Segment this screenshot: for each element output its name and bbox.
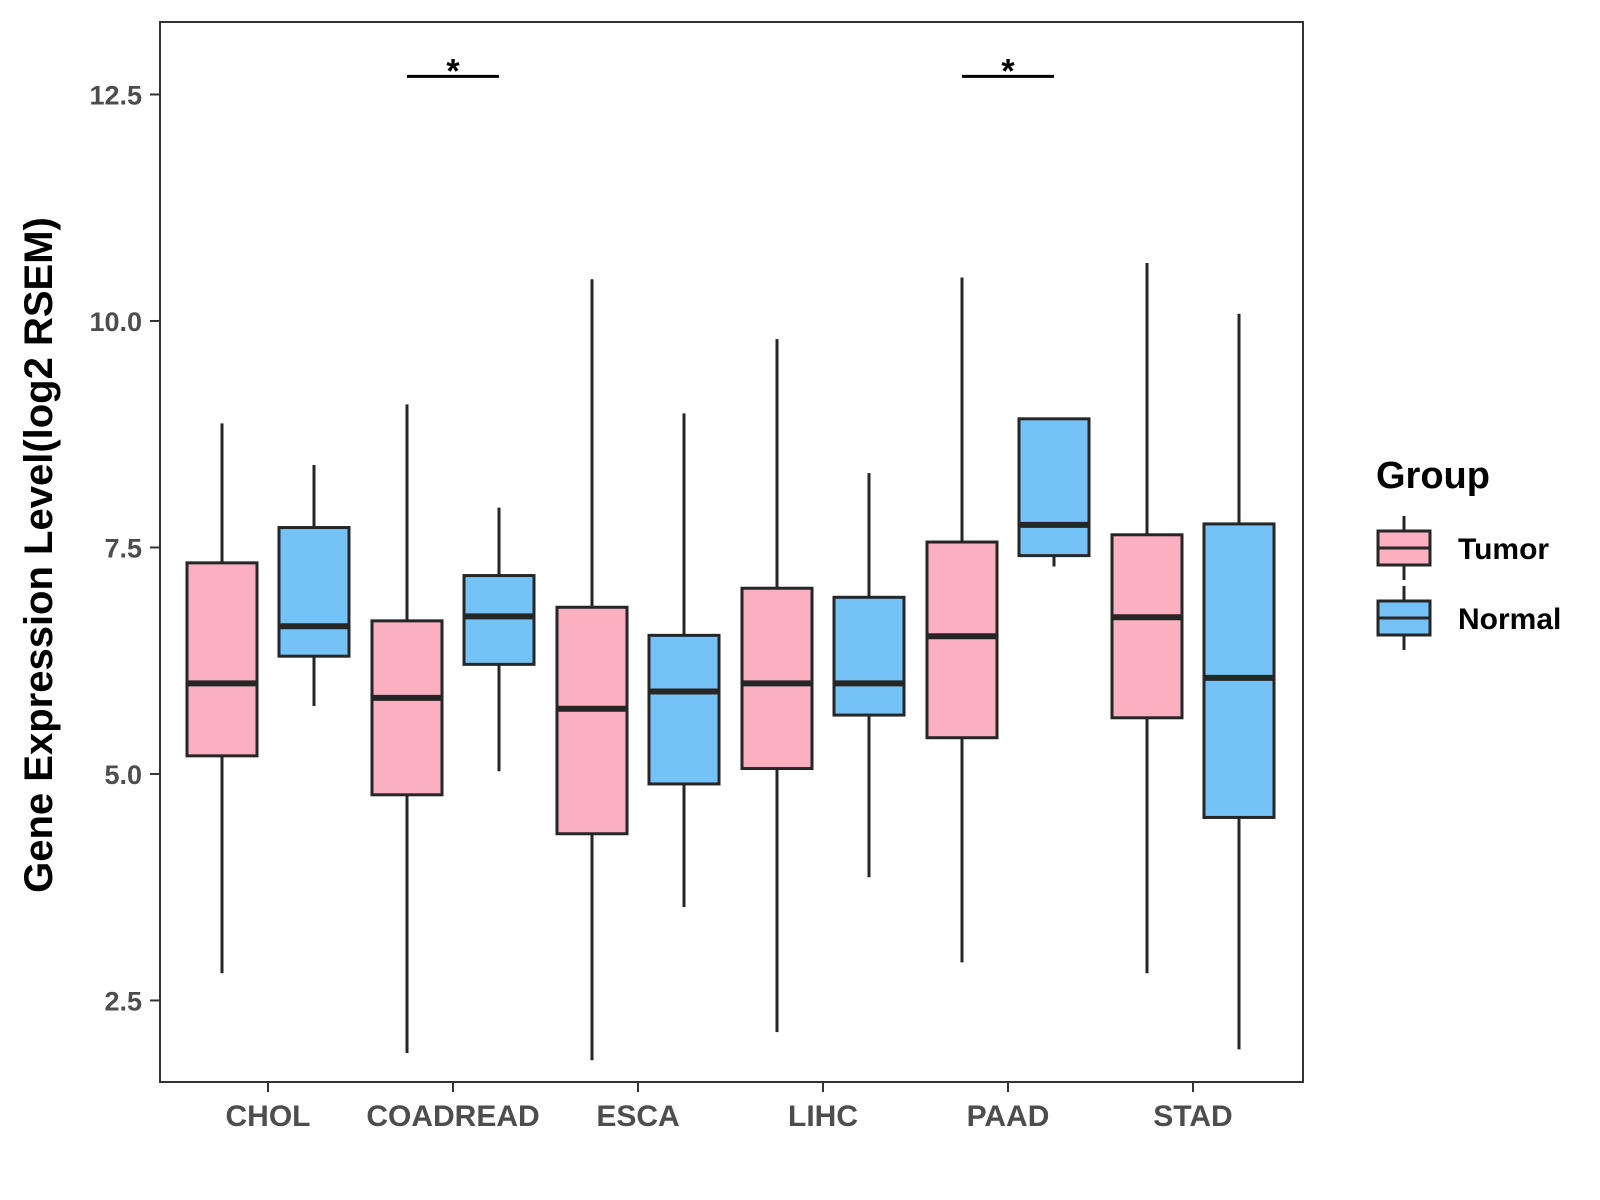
- box-iqr: [1202, 522, 1276, 819]
- box-iqr: [462, 574, 536, 666]
- y-tick-label: 7.5: [104, 533, 142, 563]
- y-tick-label: 12.5: [89, 80, 142, 110]
- y-tick-label: 2.5: [104, 986, 142, 1016]
- box-tumor-stad: [1110, 262, 1184, 974]
- plot-area: * *: [159, 21, 1304, 1083]
- box-iqr: [555, 605, 629, 836]
- significance-coadread: *: [407, 52, 499, 90]
- y-axis: 2.5 5.0 7.5 10.0 12.5: [89, 80, 160, 1016]
- significance-label: *: [1001, 52, 1015, 90]
- box-iqr: [647, 633, 721, 786]
- box-tumor-esca: [555, 279, 629, 1061]
- legend-title: Group: [1376, 455, 1490, 497]
- y-tick-label: 5.0: [104, 760, 142, 790]
- x-tick-label-paad: PAAD: [967, 1100, 1050, 1133]
- box-normal-chol: [277, 465, 351, 707]
- legend: Group Tumor Normal: [1376, 455, 1561, 650]
- box-iqr: [925, 540, 999, 740]
- x-tick-label-esca: ESCA: [596, 1100, 679, 1133]
- box-normal-coadread: [462, 507, 536, 772]
- box-iqr: [370, 619, 444, 797]
- x-tick-label-stad: STAD: [1153, 1100, 1232, 1133]
- y-axis-title: Gene Expression Level(log2 RSEM): [17, 217, 61, 893]
- box-normal-stad: [1202, 313, 1276, 1050]
- box-iqr: [1017, 417, 1091, 558]
- box-iqr: [185, 561, 259, 758]
- box-iqr: [832, 595, 906, 717]
- significance-paad: *: [962, 52, 1054, 90]
- box-iqr: [740, 586, 814, 771]
- legend-item-normal: Normal: [1376, 586, 1561, 650]
- box-iqr: [1110, 533, 1184, 720]
- x-tick-label-coadread: COADREAD: [366, 1100, 539, 1133]
- legend-item-tumor: Tumor: [1376, 516, 1549, 580]
- box-tumor-lihc: [740, 339, 814, 1033]
- x-axis: CHOL COADREAD ESCA LIHC PAAD STAD: [226, 1082, 1233, 1133]
- box-tumor-paad: [925, 277, 999, 963]
- x-tick-label-lihc: LIHC: [788, 1100, 858, 1133]
- y-tick-label: 10.0: [89, 307, 142, 337]
- panel-border: [159, 21, 1304, 1083]
- legend-label: Tumor: [1458, 533, 1549, 566]
- box-normal-paad: [1017, 417, 1091, 567]
- significance-label: *: [446, 52, 460, 90]
- box-tumor-chol: [185, 423, 259, 974]
- box-tumor-coadread: [370, 404, 444, 1054]
- legend-label: Normal: [1458, 603, 1561, 636]
- box-normal-esca: [647, 413, 721, 908]
- box-iqr: [277, 526, 351, 658]
- box-normal-lihc: [832, 473, 906, 878]
- x-tick-label-chol: CHOL: [226, 1100, 311, 1133]
